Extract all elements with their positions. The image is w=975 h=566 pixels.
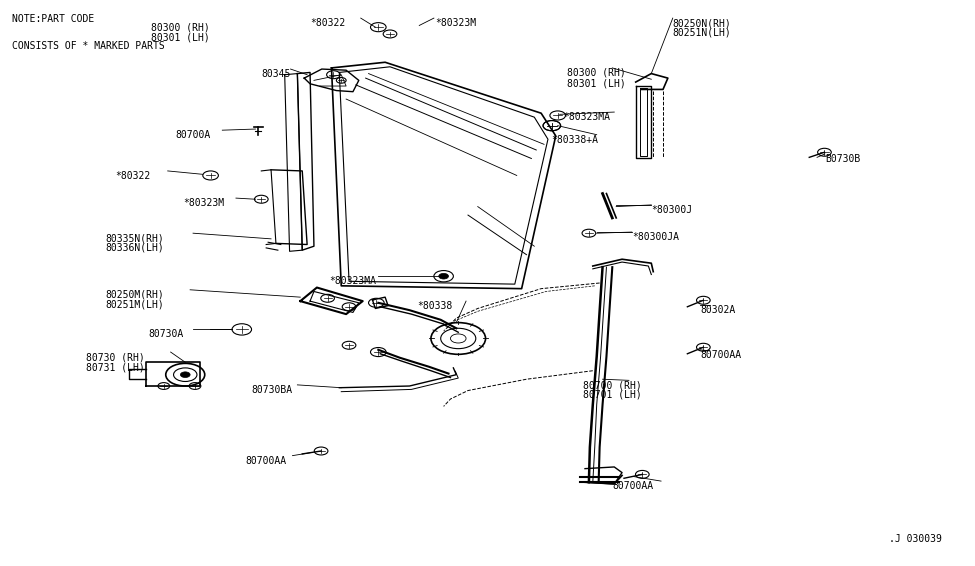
Text: 80731 (LH): 80731 (LH) xyxy=(86,362,144,372)
Text: *80300JA: *80300JA xyxy=(632,232,679,242)
Text: 80302A: 80302A xyxy=(700,305,735,315)
Text: 80251N(LH): 80251N(LH) xyxy=(673,27,731,37)
Text: 80300 (RH): 80300 (RH) xyxy=(151,23,210,33)
Text: *80322: *80322 xyxy=(115,171,150,181)
Text: .J 030039: .J 030039 xyxy=(889,534,942,544)
Text: 80700AA: 80700AA xyxy=(700,350,741,360)
Circle shape xyxy=(439,273,448,279)
Text: 80700AA: 80700AA xyxy=(612,481,653,491)
Text: *80323M: *80323M xyxy=(183,198,224,208)
Text: 80336N(LH): 80336N(LH) xyxy=(105,242,164,252)
Text: 80345: 80345 xyxy=(261,69,291,79)
Text: 80730 (RH): 80730 (RH) xyxy=(86,352,144,362)
Text: *80323M: *80323M xyxy=(435,18,476,28)
Text: 80730A: 80730A xyxy=(148,329,183,340)
Text: 80700 (RH): 80700 (RH) xyxy=(583,380,642,391)
Text: *80322: *80322 xyxy=(310,18,345,28)
Text: 80730BA: 80730BA xyxy=(252,385,292,395)
Text: 80300 (RH): 80300 (RH) xyxy=(567,68,626,78)
Text: 80700AA: 80700AA xyxy=(246,456,287,466)
Text: *80300J: *80300J xyxy=(651,205,692,215)
Text: 80251M(LH): 80251M(LH) xyxy=(105,300,164,310)
Text: *80323MA: *80323MA xyxy=(330,276,376,286)
Text: 80301 (LH): 80301 (LH) xyxy=(567,78,626,88)
Text: NOTE:PART CODE: NOTE:PART CODE xyxy=(12,14,94,24)
Text: 80250N(RH): 80250N(RH) xyxy=(673,18,731,28)
Text: *80338: *80338 xyxy=(417,301,452,311)
Text: *80323MA: *80323MA xyxy=(564,112,610,122)
Circle shape xyxy=(180,372,190,378)
Text: 80700A: 80700A xyxy=(176,130,211,140)
Text: 80301 (LH): 80301 (LH) xyxy=(151,32,210,42)
Text: B0730B: B0730B xyxy=(825,154,860,164)
Text: 80335N(RH): 80335N(RH) xyxy=(105,233,164,243)
Text: *80338+A: *80338+A xyxy=(551,135,598,145)
Text: CONSISTS OF * MARKED PARTS: CONSISTS OF * MARKED PARTS xyxy=(12,41,165,51)
Text: 80701 (LH): 80701 (LH) xyxy=(583,389,642,400)
Text: 80250M(RH): 80250M(RH) xyxy=(105,290,164,300)
